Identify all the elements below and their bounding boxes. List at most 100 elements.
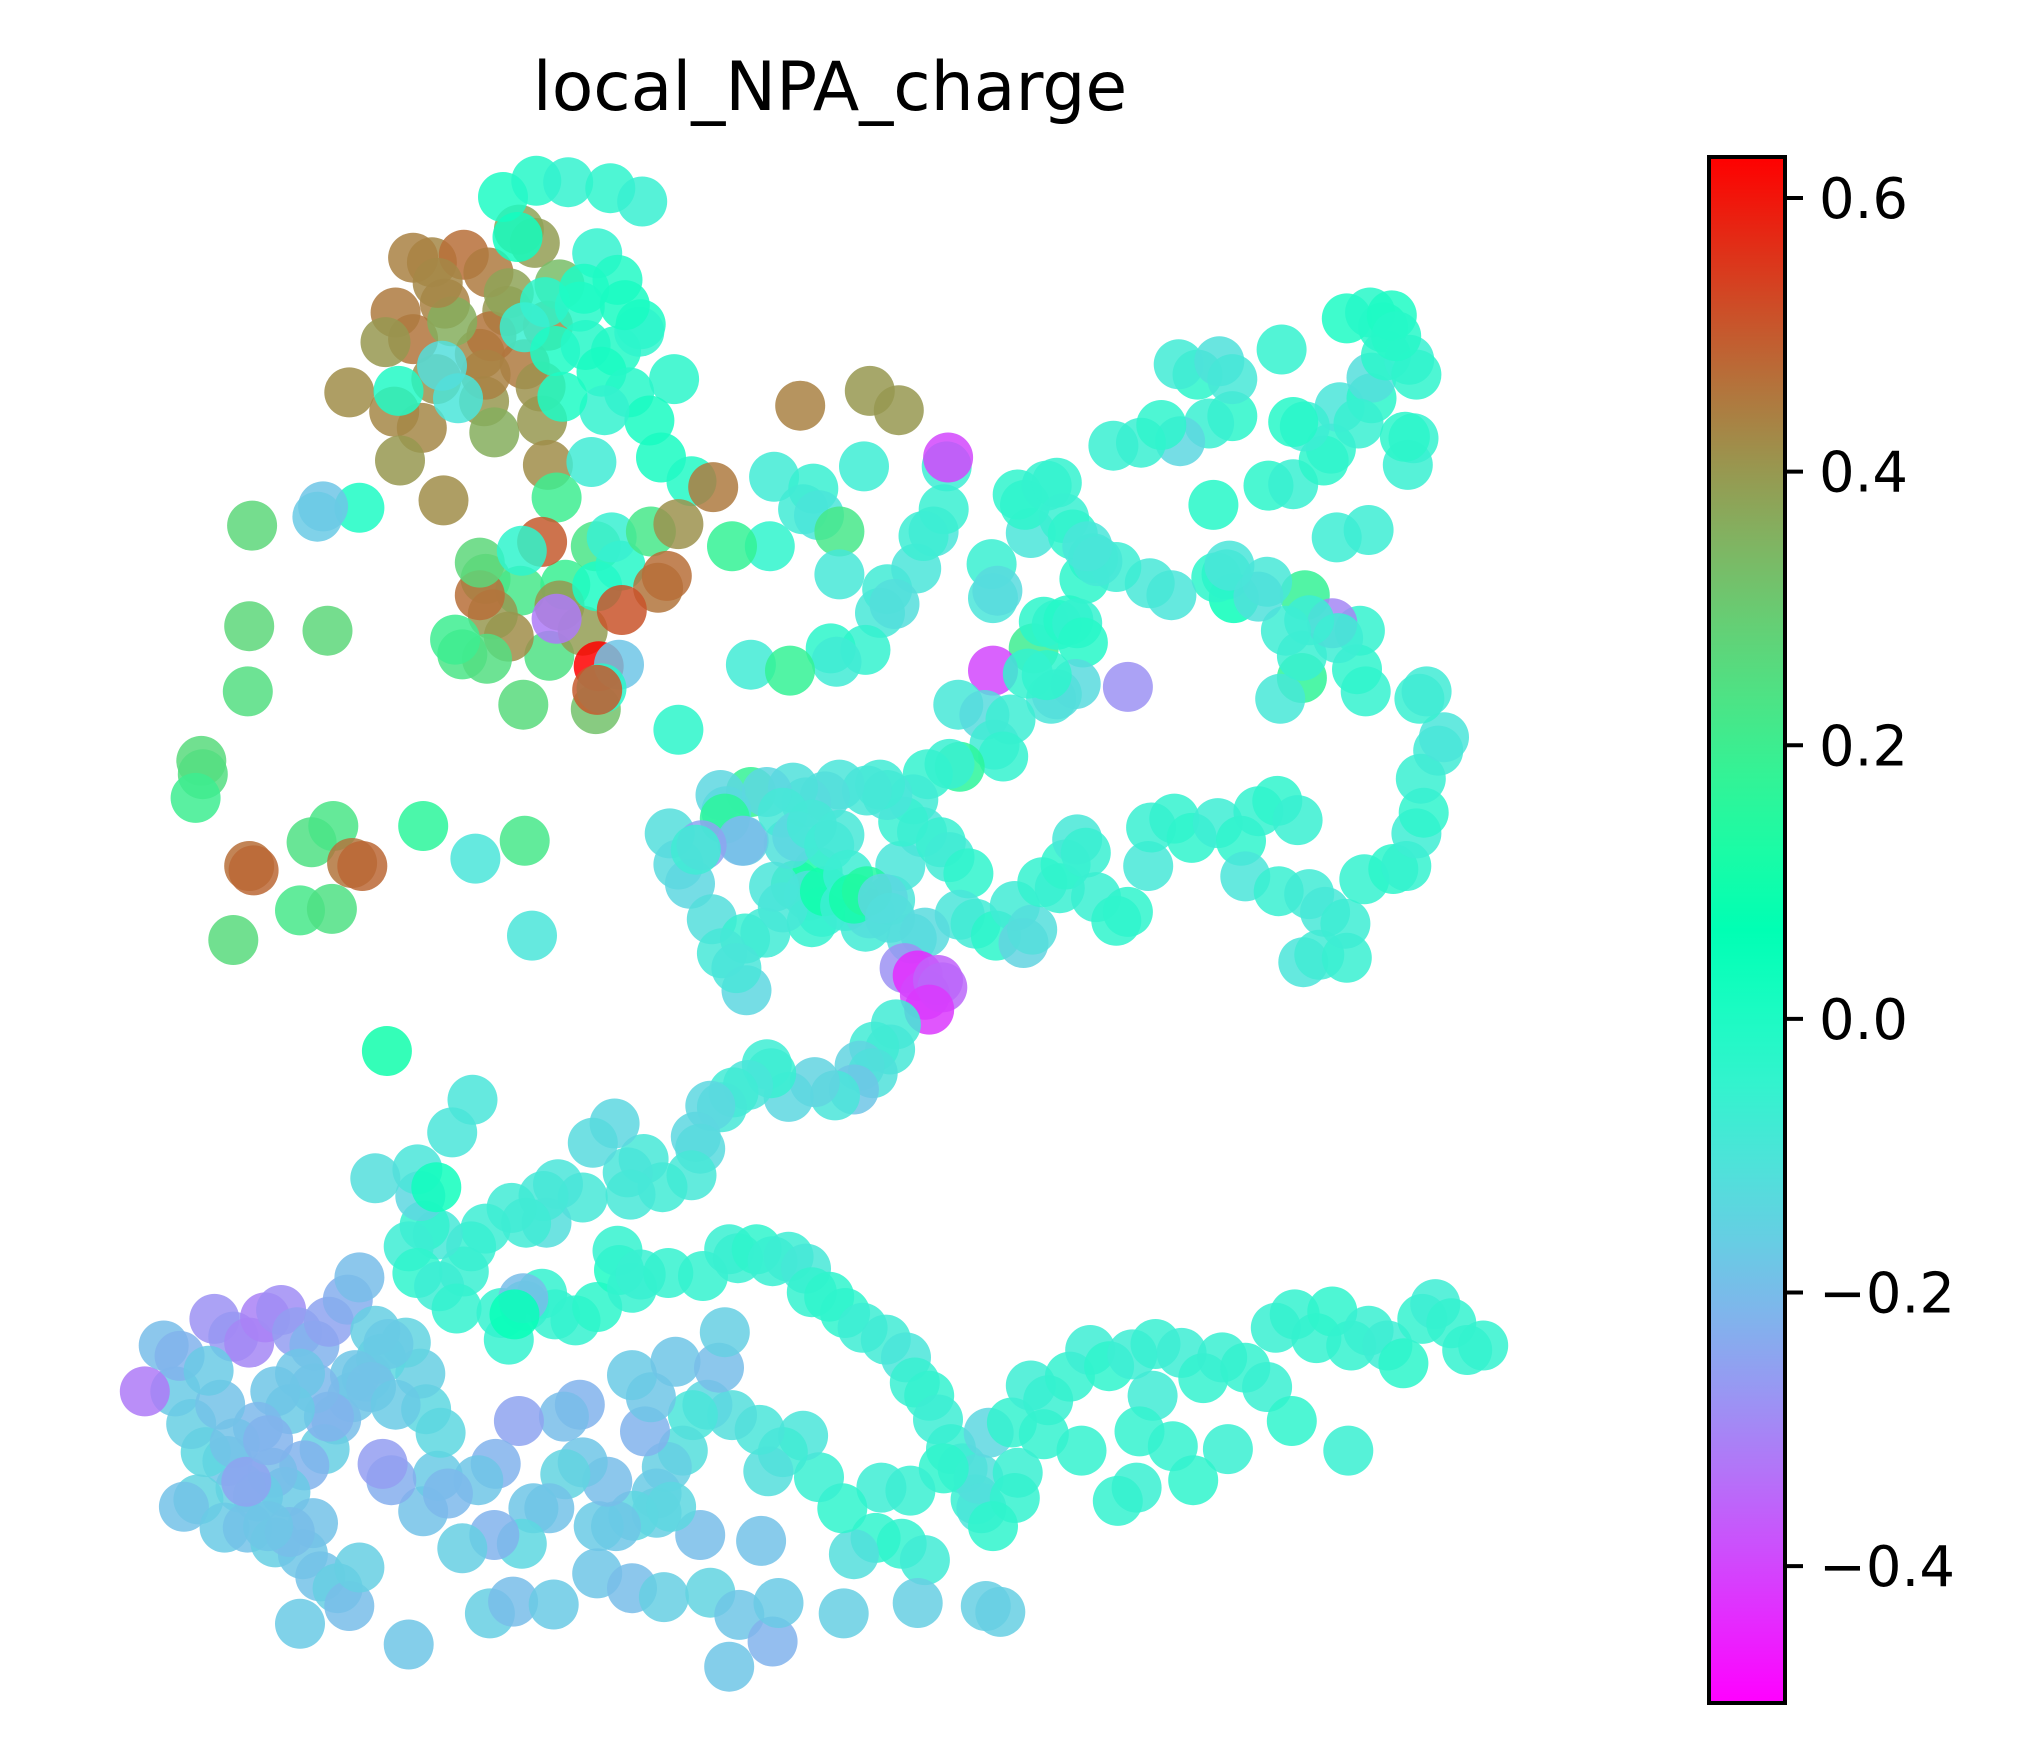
- colorbar-tick-label: 0.2: [1819, 714, 1908, 779]
- data-point-47: [649, 354, 700, 405]
- data-point-260: [1333, 398, 1384, 449]
- chart-title: local_NPA_charge: [533, 48, 1127, 127]
- data-point-290: [1062, 521, 1113, 572]
- data-point-575: [243, 1501, 294, 1552]
- data-point-273: [1256, 324, 1307, 375]
- data-point-581: [447, 1074, 498, 1125]
- data-point-120: [749, 451, 800, 502]
- data-point-49: [579, 385, 630, 436]
- data-point-285: [1204, 540, 1255, 591]
- data-point-552: [975, 1586, 1026, 1637]
- data-point-517: [370, 1379, 421, 1430]
- data-point-154: [1057, 617, 1108, 668]
- data-point-161: [725, 639, 776, 690]
- data-point-526: [183, 1345, 234, 1396]
- data-point-317: [670, 824, 721, 875]
- data-point-50: [537, 371, 588, 422]
- data-point-471: [573, 1501, 624, 1552]
- data-point-262: [1268, 397, 1319, 447]
- data-point-437: [1266, 1396, 1317, 1446]
- data-point-57: [559, 263, 610, 314]
- data-point-203: [1060, 827, 1111, 878]
- data-point-295: [1002, 648, 1053, 699]
- data-point-270: [1153, 339, 1204, 390]
- data-point-116: [873, 385, 924, 436]
- data-point-21: [469, 407, 520, 458]
- data-point-572: [357, 1438, 408, 1489]
- data-point-100: [430, 614, 481, 665]
- data-point-223: [1320, 898, 1371, 949]
- data-point-298: [978, 731, 1029, 782]
- data-point-457: [794, 1452, 844, 1503]
- data-point-181: [749, 861, 800, 912]
- data-point-54: [566, 437, 617, 487]
- data-point-118: [923, 432, 974, 483]
- data-point-66: [302, 605, 353, 656]
- data-point-560: [650, 1336, 701, 1387]
- data-point-549: [818, 1588, 869, 1639]
- data-point-564: [538, 1391, 589, 1442]
- data-point-74: [499, 815, 550, 866]
- data-point-76: [228, 845, 279, 896]
- data-point-26: [418, 475, 469, 526]
- data-point-72: [308, 801, 359, 851]
- data-point-553: [753, 1578, 804, 1628]
- data-point-162: [765, 645, 815, 696]
- data-point-444: [1056, 1425, 1107, 1476]
- data-point-544: [638, 1572, 689, 1623]
- data-point-536: [334, 1542, 385, 1593]
- data-point-198: [1007, 904, 1058, 955]
- data-point-81: [208, 915, 259, 965]
- data-point-52: [417, 340, 467, 391]
- data-point-500: [119, 1366, 170, 1417]
- data-point-174: [711, 943, 762, 994]
- data-point-119: [839, 441, 889, 492]
- data-point-541: [528, 1579, 579, 1630]
- data-point-60: [373, 365, 424, 416]
- data-point-583: [361, 1026, 412, 1076]
- data-point-579: [411, 1162, 462, 1213]
- data-point-565: [493, 1396, 544, 1446]
- data-point-359: [605, 1169, 656, 1220]
- colorbar-tick-label: −0.2: [1819, 1262, 1955, 1327]
- data-point-538: [383, 1619, 434, 1670]
- data-point-282: [1260, 605, 1311, 656]
- data-point-585: [450, 833, 501, 884]
- colorbar: −0.4 −0.2 0.0 0.2 0.4 0.6: [1707, 155, 1955, 1705]
- data-point-96: [531, 593, 582, 644]
- data-point-435: [1458, 1320, 1509, 1371]
- data-point-443: [1092, 1475, 1143, 1526]
- colorbar-tick-label: 0.4: [1819, 441, 1908, 506]
- data-point-17: [324, 367, 375, 418]
- data-point-584: [350, 1153, 401, 1204]
- colorbar-tick-label: −0.4: [1819, 1535, 1955, 1600]
- data-point-528: [158, 1481, 209, 1532]
- data-point-479: [437, 1523, 488, 1574]
- data-point-113: [688, 462, 739, 513]
- data-point-128: [814, 549, 865, 600]
- data-point-238: [1255, 673, 1306, 724]
- data-point-576: [221, 1456, 272, 1507]
- data-point-215: [1272, 795, 1323, 846]
- data-point-124: [814, 506, 865, 557]
- data-point-61: [334, 482, 385, 533]
- data-point-430: [1378, 1338, 1429, 1389]
- data-point-358: [567, 1117, 618, 1168]
- data-point-291: [1102, 661, 1153, 712]
- data-point-315: [717, 815, 768, 866]
- data-point-27: [375, 435, 425, 486]
- data-point-112: [572, 664, 623, 715]
- data-point-70: [170, 772, 221, 823]
- data-point-107: [641, 550, 692, 601]
- data-point-451: [856, 1462, 907, 1513]
- data-point-562: [699, 1307, 750, 1358]
- data-point-547: [747, 1616, 798, 1667]
- colorbar-tick-label: 0.6: [1819, 167, 1908, 232]
- data-point-78: [337, 841, 388, 891]
- data-point-540: [488, 1576, 539, 1627]
- data-point-63: [292, 491, 343, 542]
- data-point-132: [869, 579, 920, 629]
- data-point-550: [892, 1578, 943, 1628]
